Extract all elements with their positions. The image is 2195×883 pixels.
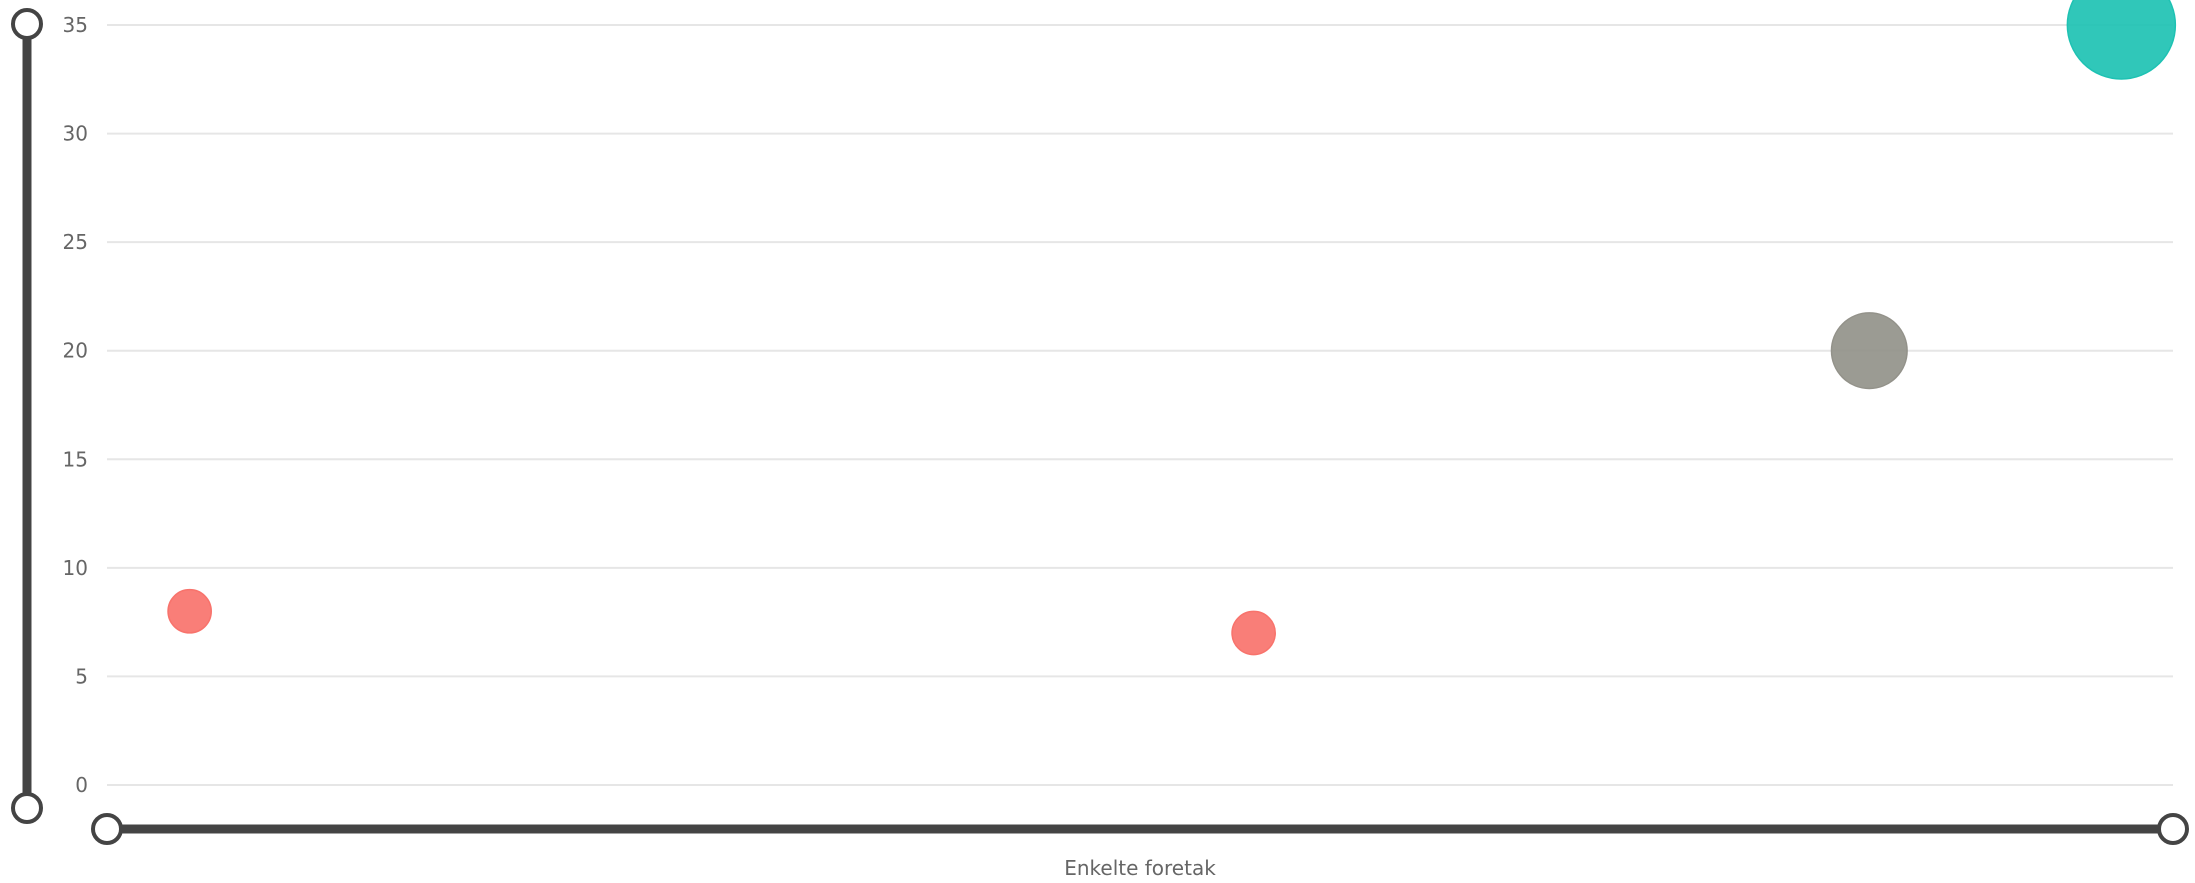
x-axis-zoom-slider[interactable] [91, 813, 2189, 845]
y-tick-label: 30 [63, 122, 88, 146]
y-tick-label: 0 [75, 773, 88, 797]
gridlines [107, 24, 2173, 786]
data-points [167, 0, 2177, 656]
y-zoom-top-handle[interactable] [11, 8, 43, 40]
data-point-3[interactable] [1830, 312, 1908, 390]
y-zoom-bottom-handle[interactable] [11, 792, 43, 824]
x-zoom-right-handle[interactable] [2157, 813, 2189, 845]
y-axis-ticks: 0 5 10 15 20 25 30 35 [63, 13, 88, 797]
y-tick-label: 25 [63, 230, 88, 254]
y-tick-label: 5 [75, 664, 88, 688]
y-axis-zoom-slider[interactable] [11, 8, 43, 824]
data-point-4[interactable] [2066, 0, 2177, 80]
data-point-1[interactable] [167, 588, 212, 634]
y-tick-label: 35 [63, 13, 88, 37]
y-tick-label: 15 [63, 447, 88, 471]
x-zoom-left-handle[interactable] [91, 813, 123, 845]
data-point-2[interactable] [1231, 610, 1276, 656]
y-tick-label: 10 [63, 556, 88, 580]
x-axis-title: Enkelte foretak [1064, 856, 1216, 879]
y-tick-label: 20 [63, 339, 88, 363]
